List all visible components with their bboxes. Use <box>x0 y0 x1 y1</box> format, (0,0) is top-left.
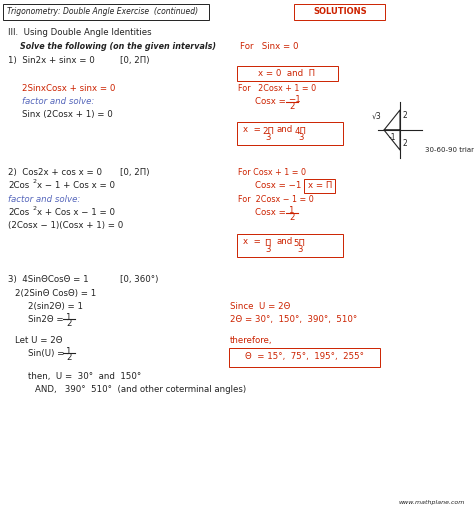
Text: Let U = 2Θ: Let U = 2Θ <box>15 336 63 345</box>
Text: 2Π: 2Π <box>262 127 274 136</box>
Text: √3: √3 <box>372 111 382 121</box>
Text: then,  U =  30°  and  150°: then, U = 30° and 150° <box>28 372 141 381</box>
Text: 2: 2 <box>66 319 72 328</box>
Text: 3: 3 <box>297 245 302 254</box>
FancyBboxPatch shape <box>237 122 344 145</box>
Text: Cosx = −1: Cosx = −1 <box>255 181 301 190</box>
FancyBboxPatch shape <box>304 179 336 192</box>
Text: x  =: x = <box>243 238 264 247</box>
Text: 2: 2 <box>33 206 37 211</box>
Text: −1: −1 <box>288 95 301 104</box>
Text: factor and solve:: factor and solve: <box>8 195 80 204</box>
Text: 1: 1 <box>65 347 71 356</box>
Text: and: and <box>277 126 293 134</box>
Text: 3: 3 <box>265 133 271 142</box>
Text: -1: -1 <box>388 133 396 142</box>
Text: 1: 1 <box>288 206 293 215</box>
Text: 2: 2 <box>403 111 408 121</box>
Text: Sin(U) =: Sin(U) = <box>28 349 67 358</box>
FancyBboxPatch shape <box>3 4 210 19</box>
Text: x = Π: x = Π <box>308 181 332 190</box>
Text: factor and solve:: factor and solve: <box>22 97 94 106</box>
Text: Θ  = 15°,  75°,  195°,  255°: Θ = 15°, 75°, 195°, 255° <box>246 352 365 362</box>
FancyBboxPatch shape <box>237 233 344 256</box>
Text: and: and <box>277 238 293 247</box>
Text: For Cosx + 1 = 0: For Cosx + 1 = 0 <box>238 168 306 177</box>
Text: 1)  Sin2x + sinx = 0: 1) Sin2x + sinx = 0 <box>8 56 95 65</box>
FancyBboxPatch shape <box>294 4 385 19</box>
Text: For   Sinx = 0: For Sinx = 0 <box>240 42 299 51</box>
Text: x  =: x = <box>243 126 264 134</box>
Text: 1: 1 <box>65 313 71 322</box>
Text: (2Cosx − 1)(Cosx + 1) = 0: (2Cosx − 1)(Cosx + 1) = 0 <box>8 221 123 230</box>
Text: therefore,: therefore, <box>230 336 273 345</box>
Text: 30-60-90 triangles: 30-60-90 triangles <box>425 147 474 153</box>
Text: Trigonometry: Double Angle Exercise  (continued): Trigonometry: Double Angle Exercise (con… <box>7 7 198 16</box>
Text: For  2Cosx − 1 = 0: For 2Cosx − 1 = 0 <box>238 195 314 204</box>
Text: 2Θ = 30°,  150°,  390°,  510°: 2Θ = 30°, 150°, 390°, 510° <box>230 315 357 324</box>
FancyBboxPatch shape <box>229 347 381 366</box>
Text: Sinx (2Cosx + 1) = 0: Sinx (2Cosx + 1) = 0 <box>22 110 113 119</box>
Text: III.  Using Double Angle Identities: III. Using Double Angle Identities <box>8 28 152 37</box>
Text: 2(2SinΘ CosΘ) = 1: 2(2SinΘ CosΘ) = 1 <box>15 289 96 298</box>
Text: For   2Cosx + 1 = 0: For 2Cosx + 1 = 0 <box>238 84 316 93</box>
Text: 3: 3 <box>265 245 271 254</box>
Text: 2: 2 <box>289 102 294 111</box>
FancyBboxPatch shape <box>237 66 338 81</box>
Text: Π: Π <box>264 239 271 248</box>
Text: Solve the following (on the given intervals): Solve the following (on the given interv… <box>20 42 216 51</box>
Text: 2SinxCosx + sinx = 0: 2SinxCosx + sinx = 0 <box>22 84 115 93</box>
Text: www.mathplane.com: www.mathplane.com <box>399 500 465 505</box>
Text: Cosx =: Cosx = <box>255 97 289 106</box>
Text: AND,   390°  510°  (and other coterminal angles): AND, 390° 510° (and other coterminal ang… <box>35 385 246 394</box>
Text: [0, 360°): [0, 360°) <box>120 275 158 284</box>
Text: 5Π: 5Π <box>293 239 305 248</box>
Text: 2: 2 <box>66 353 72 362</box>
Text: 2)  Cos2x + cos x = 0: 2) Cos2x + cos x = 0 <box>8 168 102 177</box>
Text: 2: 2 <box>403 140 408 148</box>
Text: SOLUTIONS: SOLUTIONS <box>313 7 367 16</box>
Text: 3)  4SinΘCosΘ = 1: 3) 4SinΘCosΘ = 1 <box>8 275 89 284</box>
Text: Sin2Θ =: Sin2Θ = <box>28 315 66 324</box>
Text: 2: 2 <box>33 179 37 184</box>
Text: x + Cos x − 1 = 0: x + Cos x − 1 = 0 <box>37 208 115 217</box>
Text: 2Cos: 2Cos <box>8 181 29 190</box>
Text: x = 0  and  Π: x = 0 and Π <box>258 69 316 77</box>
Text: Cosx =: Cosx = <box>255 208 289 217</box>
Text: 3: 3 <box>298 133 303 142</box>
Text: Since  U = 2Θ: Since U = 2Θ <box>230 302 291 311</box>
Text: 2: 2 <box>289 213 294 222</box>
Text: 4Π: 4Π <box>295 127 307 136</box>
Text: [0, 2Π): [0, 2Π) <box>120 56 149 65</box>
Text: 2(sin2Θ) = 1: 2(sin2Θ) = 1 <box>28 302 83 311</box>
Text: 2Cos: 2Cos <box>8 208 29 217</box>
Text: x − 1 + Cos x = 0: x − 1 + Cos x = 0 <box>37 181 115 190</box>
Text: [0, 2Π): [0, 2Π) <box>120 168 149 177</box>
